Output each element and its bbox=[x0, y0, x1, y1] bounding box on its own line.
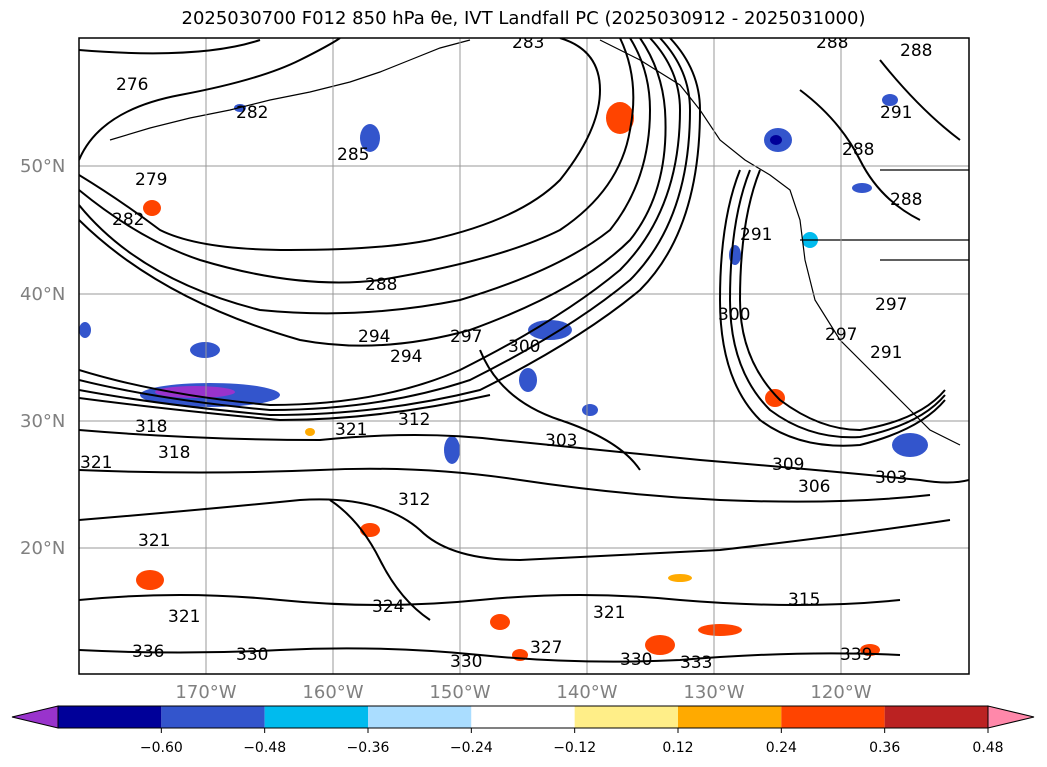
colorbar-extend-min bbox=[11, 705, 59, 729]
lon-label-170w: 170°W bbox=[175, 682, 236, 703]
colorbar-frame bbox=[57, 705, 989, 729]
colorbar-segment bbox=[574, 706, 678, 728]
colorbar-tick-label: −0.60 bbox=[140, 740, 183, 756]
contour-label: 336 bbox=[132, 642, 164, 662]
contour-label: 291 bbox=[740, 225, 772, 245]
map-frame bbox=[78, 37, 970, 675]
colorbar-tick-label: 0.12 bbox=[662, 740, 693, 756]
contour-label: 288 bbox=[365, 275, 397, 295]
contour-label: 288 bbox=[816, 33, 848, 53]
contour-label: 330 bbox=[450, 652, 482, 672]
map-title: 2025030700 F012 850 hPa θe, IVT Landfall… bbox=[181, 8, 866, 29]
colorbar bbox=[11, 705, 1035, 729]
colorbar-tick-label: −0.12 bbox=[553, 740, 596, 756]
contour-label: 300 bbox=[508, 337, 540, 357]
colorbar-segment bbox=[58, 706, 162, 728]
contour-label: 291 bbox=[880, 103, 912, 123]
contour-label: 315 bbox=[788, 590, 820, 610]
theta-e-contours bbox=[79, 38, 969, 663]
contour-label: 312 bbox=[398, 490, 430, 510]
contour-label: 321 bbox=[335, 420, 367, 440]
contour-label: 294 bbox=[358, 327, 390, 347]
contour-label: 288 bbox=[842, 140, 874, 160]
contour-label: 282 bbox=[112, 210, 144, 230]
contour-label: 330 bbox=[236, 645, 268, 665]
colorbar-tick-label: −0.24 bbox=[450, 740, 493, 756]
contour-label: 318 bbox=[135, 417, 167, 437]
colorbar-segment bbox=[264, 706, 368, 728]
contour-label: 321 bbox=[593, 603, 625, 623]
latitude-labels: 20°N 30°N 40°N 50°N bbox=[20, 156, 65, 559]
contour-label: 333 bbox=[680, 653, 712, 673]
contour-label: 324 bbox=[372, 597, 404, 617]
contour-label: 288 bbox=[890, 190, 922, 210]
lon-label-120w: 120°W bbox=[810, 682, 871, 703]
colorbar-tick-label: −0.36 bbox=[347, 740, 390, 756]
lon-label-130w: 130°W bbox=[683, 682, 744, 703]
colorbar-ticks: −0.60 −0.48 −0.36 −0.24 −0.12 0.12 0.24 0.36 0.4… bbox=[140, 728, 1004, 756]
contour-label: 321 bbox=[138, 531, 170, 551]
contour-label: 285 bbox=[337, 145, 369, 165]
contour-label: 321 bbox=[168, 607, 200, 627]
contour-label: 279 bbox=[135, 170, 167, 190]
graticule bbox=[79, 38, 969, 674]
colorbar-segment bbox=[781, 706, 885, 728]
contour-labels: 276 279 282 282 285 283 288 288 291 291 … bbox=[80, 33, 932, 673]
lon-label-150w: 150°W bbox=[429, 682, 490, 703]
contour-label: 300 bbox=[718, 305, 750, 325]
colorbar-segment bbox=[471, 706, 575, 728]
colorbar-tick-label: 0.36 bbox=[869, 740, 900, 756]
colorbar-tick-label: 0.24 bbox=[766, 740, 797, 756]
colorbar-tick-label: 0.48 bbox=[972, 740, 1003, 756]
contour-label: 297 bbox=[450, 327, 482, 347]
colorbar-segment bbox=[161, 706, 265, 728]
contour-label: 312 bbox=[398, 410, 430, 430]
colorbar-extend-max bbox=[987, 705, 1035, 729]
contour-label: 276 bbox=[116, 75, 148, 95]
contour-label: 297 bbox=[825, 325, 857, 345]
colorbar-segment bbox=[678, 706, 782, 728]
contour-label: 288 bbox=[900, 41, 932, 61]
contour-label: 339 bbox=[840, 645, 872, 665]
contour-label: 282 bbox=[236, 103, 268, 123]
contour-label: 283 bbox=[512, 33, 544, 53]
colorbar-segment bbox=[884, 706, 988, 728]
longitude-labels: 170°W 160°W 150°W 140°W 130°W 120°W bbox=[175, 682, 871, 703]
map-panel bbox=[79, 38, 969, 674]
lat-label-30n: 30°N bbox=[20, 411, 65, 432]
contour-label: 297 bbox=[875, 295, 907, 315]
map-content: 276 279 282 282 285 283 288 288 291 291 … bbox=[79, 33, 969, 674]
contour-label: 303 bbox=[545, 431, 577, 451]
colorbar-segment bbox=[368, 706, 472, 728]
contour-label: 291 bbox=[870, 343, 902, 363]
lat-label-20n: 20°N bbox=[20, 538, 65, 559]
lat-label-50n: 50°N bbox=[20, 156, 65, 177]
lat-label-40n: 40°N bbox=[20, 284, 65, 305]
contour-label: 303 bbox=[875, 468, 907, 488]
lon-label-140w: 140°W bbox=[556, 682, 617, 703]
contour-label: 321 bbox=[80, 453, 112, 473]
lon-label-160w: 160°W bbox=[302, 682, 363, 703]
contour-label: 294 bbox=[390, 347, 422, 367]
contour-label: 306 bbox=[798, 477, 830, 497]
contour-label: 330 bbox=[620, 650, 652, 670]
contour-label: 318 bbox=[158, 443, 190, 463]
contour-label: 309 bbox=[772, 455, 804, 475]
colorbar-tick-label: −0.48 bbox=[243, 740, 286, 756]
contour-label: 327 bbox=[530, 638, 562, 658]
